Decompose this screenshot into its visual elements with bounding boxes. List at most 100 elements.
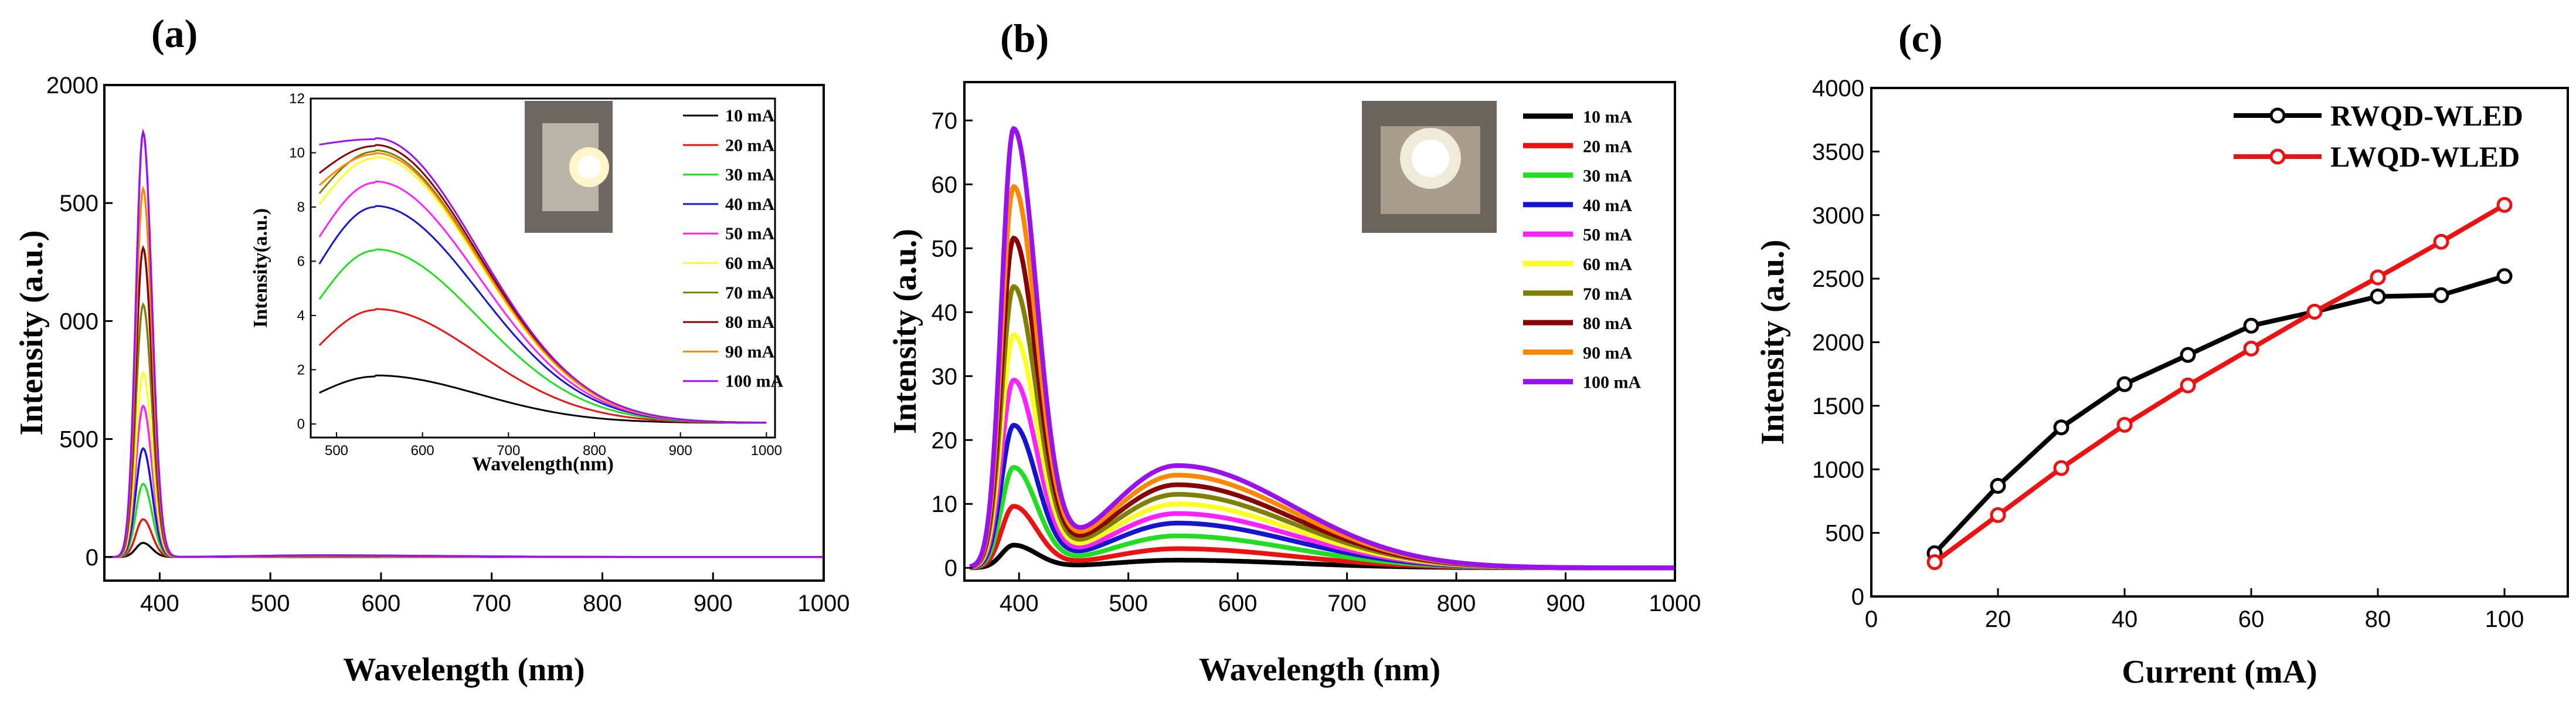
inset-x-tick-label: 700 — [497, 443, 520, 459]
inset-led-photo — [525, 101, 613, 233]
series-line-80-ma — [969, 235, 1675, 571]
data-point-rwqd-wled — [2180, 347, 2196, 363]
y-axis-title: Intensity (a.u.) — [13, 230, 50, 435]
inset-legend-label-10-ma: 10 mA — [725, 106, 774, 126]
data-point-lwqd-wled — [1926, 554, 1943, 570]
y-tick-label: 40 — [932, 300, 958, 326]
y-tick-label: 10 — [932, 491, 958, 517]
y-tick-label: 500 — [59, 191, 98, 216]
x-tick-label: 80 — [2365, 606, 2391, 632]
x-tick-label: 600 — [1218, 591, 1258, 616]
legend-label-60-ma: 60 mA — [1583, 255, 1632, 274]
series-line-40-ma — [104, 447, 824, 558]
data-point-rwqd-wled — [2433, 287, 2449, 303]
y-tick-label: 000 — [59, 308, 98, 334]
inset-y-tick-label: 10 — [289, 145, 305, 161]
x-tick-label: 800 — [583, 591, 622, 616]
legend-label-20-ma: 20 mA — [1583, 137, 1632, 156]
y-tick-label: 0 — [86, 545, 98, 571]
data-point-rwqd-wled — [2243, 317, 2259, 334]
x-tick-label: 500 — [1109, 591, 1148, 616]
legend-marker-rwqd-wled — [2269, 107, 2286, 124]
data-point-lwqd-wled — [2433, 233, 2449, 250]
panel-label: (a) — [151, 11, 198, 56]
data-point-lwqd-wled — [2053, 460, 2069, 476]
x-tick-label: 700 — [472, 591, 511, 616]
legend-label-40-ma: 40 mA — [1583, 196, 1632, 215]
inset-series-group — [318, 137, 767, 424]
x-tick-label: 400 — [140, 591, 179, 616]
inset-y-tick-label: 4 — [297, 308, 305, 324]
legend-label-30-ma: 30 mA — [1583, 167, 1632, 186]
x-tick-label: 900 — [694, 591, 733, 616]
inset-y-tick-label: 8 — [297, 199, 305, 215]
inset-legend-label-40-ma: 40 mA — [725, 195, 774, 214]
series-lwqd-wled — [1926, 196, 2513, 570]
data-point-rwqd-wled — [2053, 419, 2069, 436]
legend-label-lwqd-wled: LWQD-WLED — [2330, 140, 2520, 173]
series-line-20-ma — [104, 518, 824, 558]
x-tick-label: 40 — [2112, 606, 2138, 632]
y-tick-label: 4000 — [1812, 76, 1864, 101]
inset-chart: 500 600 700 800 900 1000 0 2 4 6 8 10 12 Wavelength(n… — [250, 91, 783, 475]
inset-legend-label-20-ma: 20 mA — [725, 135, 774, 155]
legend-label-rwqd-wled: RWQD-WLED — [2330, 99, 2523, 132]
series-line-rwqd-wled — [1933, 273, 2506, 555]
legend: RWQD-WLED LWQD-WLED — [2234, 99, 2523, 173]
inset-x-axis-title: Wavelength(nm) — [472, 453, 614, 475]
plot-frame — [963, 81, 1676, 582]
x-tick-label: 900 — [1546, 591, 1585, 616]
x-axis-title: Wavelength (nm) — [1199, 652, 1440, 688]
inset-legend-label-70-ma: 70 mA — [725, 283, 774, 303]
data-point-lwqd-wled — [2370, 269, 2386, 286]
y-tick-label: 50 — [932, 236, 958, 262]
inset-x-tick-label: 800 — [583, 443, 606, 459]
inset-legend-label-50-ma: 50 mA — [725, 224, 774, 243]
series-rwqd-wled — [1926, 268, 2513, 561]
inset-frame — [310, 97, 776, 439]
inset-x-tick-label: 600 — [411, 443, 434, 459]
y-tick-label: 60 — [932, 172, 958, 198]
x-tick-label: 20 — [1985, 606, 2011, 632]
data-point-lwqd-wled — [2306, 303, 2323, 320]
inset-legend-label-90-ma: 90 mA — [725, 342, 774, 361]
legend-label-90-ma: 90 mA — [1583, 343, 1632, 362]
main-series-group — [104, 128, 824, 558]
x-tick-label: 1000 — [798, 591, 850, 616]
y-tick-label: 2000 — [1812, 330, 1864, 356]
data-point-rwqd-wled — [2496, 268, 2513, 284]
y-tick-label: 2000 — [46, 73, 98, 99]
panel-a: (a) 400 500 600 700 800 900 1000 0 500 000 500 2000 W… — [13, 11, 849, 688]
legend-label-70-ma: 70 mA — [1583, 284, 1632, 304]
x-tick-label: 400 — [1000, 591, 1039, 616]
series-line-100-ma — [104, 128, 824, 558]
y-tick-label: 3500 — [1812, 139, 1864, 165]
data-point-rwqd-wled — [2370, 288, 2386, 304]
y-tick-label: 0 — [944, 555, 957, 581]
y-axis-title: Intensity (a.u.) — [1755, 239, 1791, 445]
data-point-rwqd-wled — [2116, 376, 2133, 392]
series-line-90-ma — [969, 184, 1675, 571]
inset-legend: 10 mA 20 mA 30 mA 40 mA 50 mA 60 mA 70 mA 80 mA… — [683, 106, 783, 391]
inset-y-tick-label: 6 — [297, 253, 305, 269]
x-tick-label: 600 — [362, 591, 401, 616]
series-line-10-ma — [104, 541, 824, 558]
y-tick-label: 20 — [932, 428, 958, 453]
x-tick-label: 800 — [1437, 591, 1476, 616]
y-tick-label: 500 — [59, 427, 98, 453]
inset-legend-label-30-ma: 30 mA — [725, 165, 774, 185]
series-line-30-ma — [104, 482, 824, 558]
y-tick-label: 0 — [1851, 584, 1864, 610]
inset-legend-label-60-ma: 60 mA — [725, 254, 774, 273]
series-line-100-ma — [969, 126, 1675, 571]
x-tick-label: 1000 — [1649, 591, 1701, 616]
x-tick-label: 500 — [251, 591, 290, 616]
x-tick-label: 0 — [1865, 606, 1878, 632]
series-group — [969, 126, 1675, 571]
data-point-rwqd-wled — [1990, 477, 2006, 494]
led-photo — [1362, 101, 1497, 233]
legend: 10 mA 20 mA 30 mA 40 mA 50 mA 60 mA 70 mA 80 mA… — [1523, 107, 1641, 392]
inset-legend-label-80-ma: 80 mA — [725, 313, 774, 332]
legend-label-10-ma: 10 mA — [1583, 107, 1632, 127]
